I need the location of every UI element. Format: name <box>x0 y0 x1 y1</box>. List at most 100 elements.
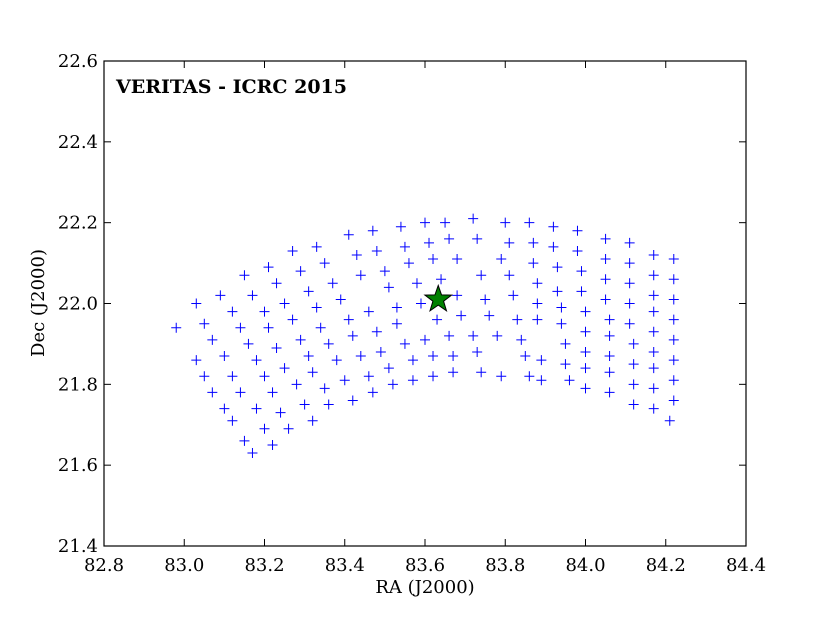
plus-marker <box>600 233 611 244</box>
plus-marker <box>564 375 575 386</box>
plus-marker <box>648 290 659 301</box>
plus-marker <box>383 363 394 374</box>
y-tick-label: 21.8 <box>58 374 98 395</box>
plus-marker <box>303 351 314 362</box>
plus-marker <box>648 383 659 394</box>
plus-marker <box>239 435 250 446</box>
plus-marker <box>668 314 679 325</box>
plus-marker <box>335 294 346 305</box>
plus-marker <box>363 306 374 317</box>
plus-marker <box>536 375 547 386</box>
plus-marker <box>604 367 615 378</box>
plus-marker <box>572 225 583 236</box>
plus-marker <box>448 351 459 362</box>
plus-marker <box>355 351 366 362</box>
plus-marker <box>524 371 535 382</box>
plus-marker <box>415 298 426 309</box>
plus-marker <box>387 379 398 390</box>
plus-marker <box>367 225 378 236</box>
plus-marker <box>375 347 386 357</box>
plus-marker <box>420 217 430 228</box>
y-tick-label: 22.0 <box>58 294 98 315</box>
plus-marker <box>191 355 202 366</box>
data-points <box>171 213 679 459</box>
plus-marker <box>424 237 435 248</box>
plus-marker <box>532 298 543 309</box>
plus-marker <box>331 355 342 366</box>
plus-marker <box>436 274 447 285</box>
plus-marker <box>283 423 294 434</box>
plus-marker <box>604 387 615 398</box>
plus-marker <box>536 355 547 366</box>
plus-marker <box>444 233 455 244</box>
plus-marker <box>556 318 567 329</box>
plus-marker <box>648 347 659 357</box>
plus-marker <box>448 367 459 378</box>
plus-marker <box>496 254 507 265</box>
y-tick-label: 21.4 <box>58 536 98 557</box>
plus-marker <box>480 294 491 305</box>
plus-marker <box>648 326 659 337</box>
plus-marker <box>235 322 246 333</box>
plus-marker <box>476 270 487 281</box>
y-tick-label: 22.2 <box>58 213 98 234</box>
plus-marker <box>171 322 182 333</box>
plus-marker <box>391 318 402 329</box>
x-tick-label: 83.8 <box>485 555 525 576</box>
plus-marker <box>247 290 258 301</box>
y-tick-label: 21.6 <box>58 455 98 476</box>
plus-marker <box>428 371 439 382</box>
x-tick-label: 83.0 <box>164 555 204 576</box>
plus-marker <box>520 351 531 362</box>
plus-marker <box>668 355 679 366</box>
plus-marker <box>327 278 338 289</box>
plus-marker <box>339 375 350 386</box>
plus-marker <box>347 330 358 341</box>
plus-marker <box>355 270 366 281</box>
x-tick-label: 84.0 <box>565 555 605 576</box>
plus-marker <box>263 322 274 333</box>
plus-marker <box>295 266 306 277</box>
plus-marker <box>532 314 543 325</box>
plus-marker <box>440 217 451 228</box>
plus-marker <box>311 302 322 313</box>
plus-marker <box>664 415 675 426</box>
plus-marker <box>524 217 535 228</box>
plus-marker <box>323 399 334 410</box>
plus-marker <box>600 294 611 305</box>
plus-marker <box>668 274 679 285</box>
plus-marker <box>383 282 394 293</box>
plus-marker <box>648 250 659 260</box>
plus-marker <box>668 254 679 265</box>
plus-marker <box>295 334 306 345</box>
plus-marker <box>512 314 523 325</box>
plus-marker <box>504 237 515 248</box>
plus-marker <box>668 294 679 305</box>
plus-marker <box>251 403 262 414</box>
plus-marker <box>528 258 539 269</box>
plus-marker <box>476 367 487 378</box>
plus-marker <box>323 338 334 349</box>
plus-marker <box>307 415 318 426</box>
plus-marker <box>624 258 635 269</box>
plus-marker <box>648 403 659 414</box>
plus-marker <box>267 387 278 398</box>
plus-marker <box>628 359 639 370</box>
plus-marker <box>628 399 639 410</box>
plus-marker <box>468 330 479 341</box>
plus-marker <box>552 262 563 273</box>
plus-marker <box>303 286 314 297</box>
plus-marker <box>420 334 430 345</box>
plus-marker <box>528 237 539 248</box>
plus-marker <box>287 245 298 256</box>
plus-marker <box>207 334 218 345</box>
y-tick-label: 22.6 <box>58 51 98 72</box>
plus-marker <box>432 314 443 325</box>
plus-marker <box>500 217 511 228</box>
plus-marker <box>199 318 210 329</box>
plus-marker <box>548 221 559 232</box>
plus-marker <box>287 314 298 325</box>
plus-marker <box>668 395 679 406</box>
plus-marker <box>484 310 495 321</box>
plus-marker <box>604 351 615 362</box>
